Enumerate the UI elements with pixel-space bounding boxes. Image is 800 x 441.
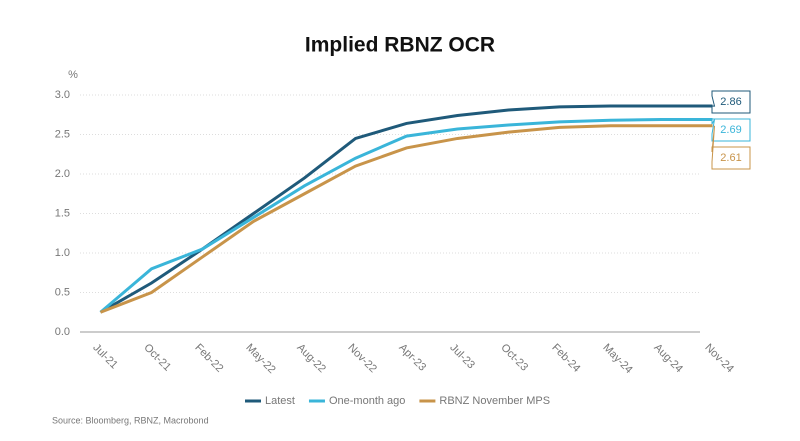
legend-label: RBNZ November MPS <box>439 395 550 407</box>
y-tick-label: 1.5 <box>55 207 70 219</box>
y-tick-label: 0.5 <box>55 286 70 298</box>
end-label: 2.69 <box>720 124 741 136</box>
x-tick-label: Feb-24 <box>549 342 582 375</box>
x-tick-label: Oct-23 <box>498 342 530 374</box>
end-label-box <box>711 118 751 142</box>
source-note: Source: Bloomberg, RBNZ, Macrobond <box>52 415 209 425</box>
legend-label: Latest <box>265 395 295 407</box>
x-tick-label: Oct-21 <box>141 342 173 374</box>
x-tick-label: Apr-23 <box>396 342 428 374</box>
y-tick-label: 2.0 <box>55 168 70 180</box>
x-tick-label: Feb-22 <box>192 342 225 375</box>
end-label-box <box>711 125 751 170</box>
x-tick-label: Jul-23 <box>447 342 477 372</box>
x-tick-label: Nov-24 <box>702 342 736 376</box>
end-label: 2.86 <box>720 96 741 108</box>
x-tick-label: Aug-22 <box>294 342 328 376</box>
y-tick-label: 1.0 <box>55 247 70 259</box>
x-tick-label: Aug-24 <box>651 342 685 376</box>
x-tick-label: May-22 <box>243 342 277 376</box>
y-tick-label: 3.0 <box>55 89 70 101</box>
end-label: 2.61 <box>720 152 741 164</box>
chart-title: Implied RBNZ OCR <box>305 34 495 57</box>
series-line <box>99 117 713 314</box>
legend-label: One-month ago <box>329 395 405 407</box>
y-tick-label: 2.5 <box>55 128 70 140</box>
x-tick-label: Jul-21 <box>90 342 120 372</box>
x-tick-label: Nov-22 <box>345 342 379 376</box>
x-tick-label: May-24 <box>600 342 634 376</box>
series-line <box>99 124 713 314</box>
y-tick-label: 0.0 <box>55 326 70 338</box>
end-label-box <box>711 90 751 114</box>
y-axis-label: % <box>68 69 78 81</box>
